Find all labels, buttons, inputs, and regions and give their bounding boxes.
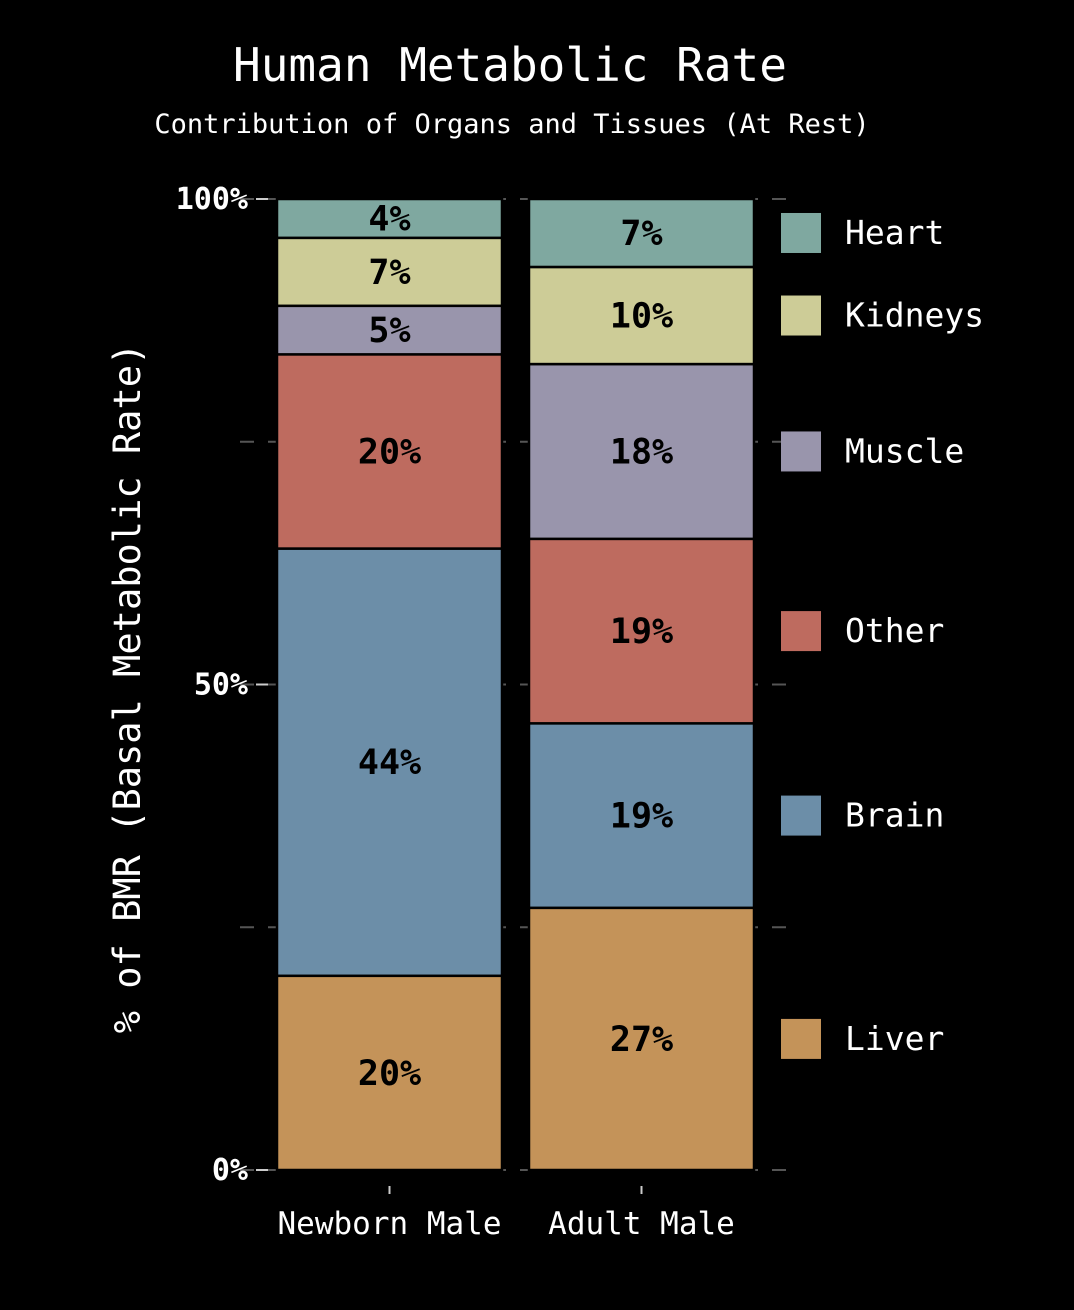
data-label-other: 19%	[610, 612, 673, 652]
bar-segment-brain	[275, 547, 504, 978]
legend-swatch-muscle	[781, 431, 821, 472]
data-label-heart: 4%	[368, 199, 410, 239]
bar-segment-heart	[275, 197, 504, 240]
data-label-brain: 19%	[610, 797, 673, 837]
bar-segment-brain	[527, 722, 756, 910]
y-axis-label: % of BMR (Basal Metabolic Rate)	[106, 343, 149, 1034]
legend-swatch-kidneys	[781, 295, 821, 336]
bar-segment-heart	[527, 197, 756, 269]
legend: Heart Kidneys Muscle Other Brain Liver	[781, 212, 984, 1059]
chart-title: Human Metabolic Rate	[233, 38, 787, 92]
legend-label-muscle: Muscle	[845, 431, 964, 470]
data-label-liver: 27%	[610, 1020, 673, 1060]
x-tick-label: Adult Male	[548, 1206, 735, 1242]
bar-segment-liver	[275, 974, 504, 1172]
x-tick-label: Newborn Male	[278, 1206, 502, 1242]
y-tick-label: 100%	[176, 182, 248, 217]
legend-label-kidneys: Kidneys	[845, 296, 984, 335]
x-axis-ticks: Newborn Male Adult Male	[278, 1186, 735, 1242]
data-label-brain: 44%	[358, 743, 421, 783]
legend-swatch-liver	[781, 1018, 821, 1059]
chart-subtitle: Contribution of Organs and Tissues (At R…	[154, 109, 869, 140]
bar-segment-liver	[527, 906, 756, 1172]
data-label-kidneys: 10%	[610, 297, 673, 337]
bar-segment-other	[275, 353, 504, 550]
y-tick-label: 50%	[194, 668, 248, 703]
legend-swatch-heart	[781, 212, 821, 253]
data-label-heart: 7%	[620, 214, 662, 254]
legend-label-other: Other	[845, 611, 944, 650]
y-axis-ticks: 0% 50% 100%	[176, 182, 268, 1188]
legend-label-liver: Liver	[845, 1019, 944, 1058]
bar-segment-kidneys	[527, 265, 756, 366]
legend-swatch-other	[781, 611, 821, 652]
y-tick-label: 0%	[212, 1153, 248, 1188]
legend-label-brain: Brain	[845, 796, 944, 835]
data-label-liver: 20%	[358, 1054, 421, 1094]
legend-swatch-brain	[781, 795, 821, 836]
data-label-muscle: 18%	[610, 432, 673, 472]
data-label-muscle: 5%	[368, 311, 410, 351]
bars: 20% 44% 20% 5% 7% 4% 27% 19% 19% 18% 10% 7%	[275, 197, 756, 1172]
data-label-other: 20%	[358, 432, 421, 472]
data-label-kidneys: 7%	[368, 253, 410, 293]
bar-segment-other	[527, 537, 756, 725]
legend-label-heart: Heart	[845, 213, 944, 252]
